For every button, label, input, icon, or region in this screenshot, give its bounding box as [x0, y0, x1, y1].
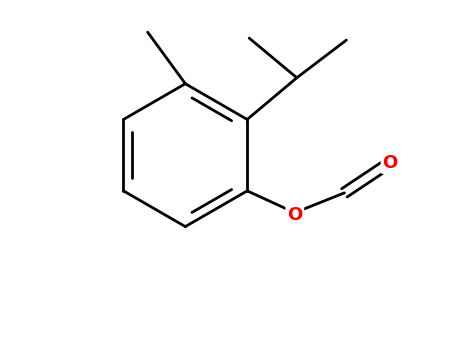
Text: O: O	[383, 154, 398, 172]
Text: O: O	[287, 206, 303, 224]
